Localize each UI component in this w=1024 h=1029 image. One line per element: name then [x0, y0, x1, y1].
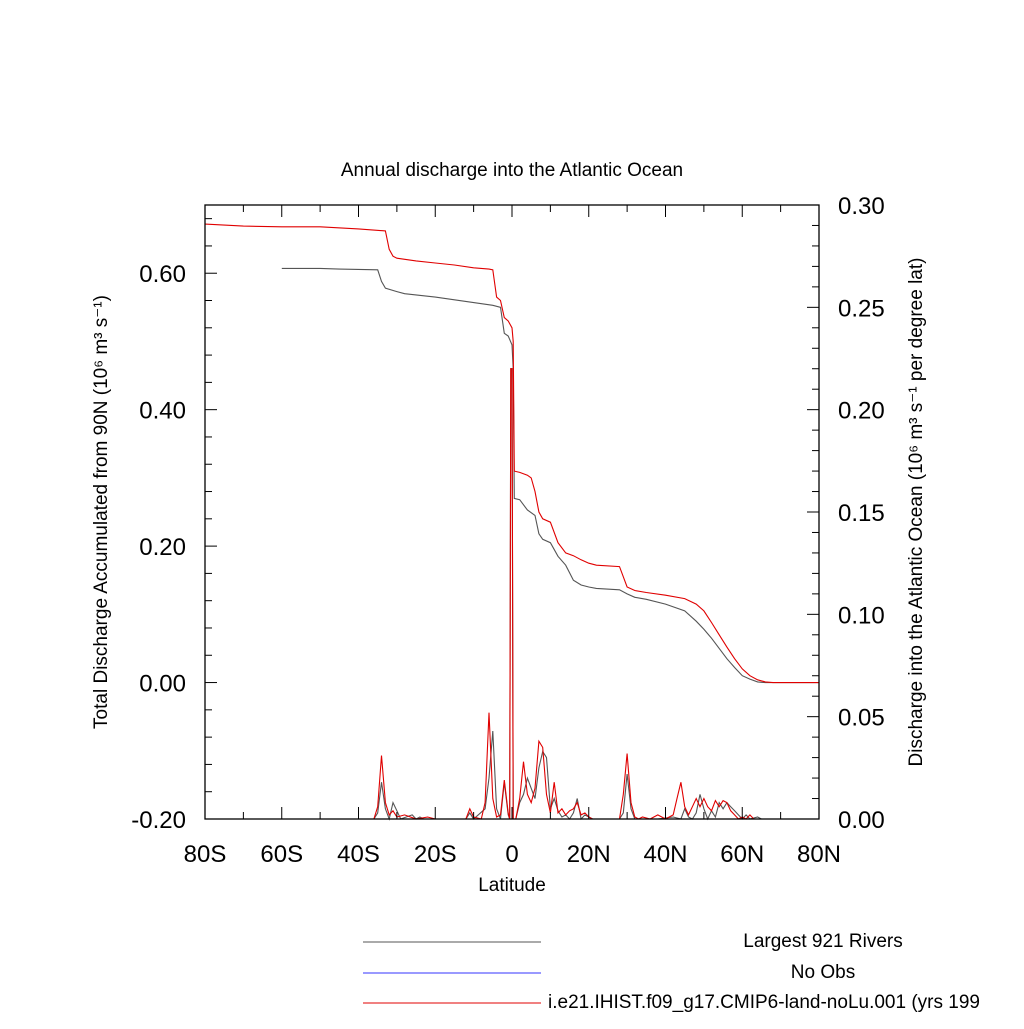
y-axis-right-title: Discharge into the Atlantic Ocean (10⁶ m… [906, 258, 927, 767]
y-right-tick-label: 0.20 [838, 398, 885, 425]
series-line-2-left [204, 223, 819, 684]
x-tick-label: 60S [260, 841, 303, 868]
y-left-tick-label: 0.20 [139, 534, 186, 561]
y-right-tick-label: 0.25 [838, 295, 885, 322]
x-tick-label: 60N [720, 841, 764, 868]
legend-label: No Obs [791, 962, 855, 983]
axis-tick-labels: 80S 60S 40S 20S 0 20N 40N 60N 80N -0.20 0.00 0.20 0.… [131, 193, 884, 868]
axis-ticks [204, 204, 820, 820]
legend: Largest 921 Rivers No Obs i.e21.IHIST.f09_… [363, 931, 980, 1013]
chart-title: Annual discharge into the Atlantic Ocean [341, 160, 683, 181]
x-tick-label: 0 [505, 841, 518, 868]
y-left-tick-label: 0.60 [139, 261, 186, 288]
legend-label: i.e21.IHIST.f09_g17.CMIP6-land-noLu.001 … [548, 992, 980, 1013]
y-right-tick-label: 0.30 [838, 193, 885, 220]
y-left-tick-label: 0.40 [139, 398, 186, 425]
x-tick-label: 40S [337, 841, 380, 868]
x-tick-label: 80N [797, 841, 841, 868]
x-tick-label: 20S [414, 841, 457, 868]
legend-label: Largest 921 Rivers [743, 931, 902, 952]
x-axis-title: Latitude [478, 875, 546, 896]
y-right-tick-label: 0.15 [838, 500, 885, 527]
y-left-tick-label: 0.00 [139, 671, 186, 698]
x-tick-label: 20N [567, 841, 611, 868]
x-tick-label: 40N [643, 841, 687, 868]
series-line-4-right [205, 368, 819, 820]
plot-lines [204, 223, 819, 821]
x-tick-label: 80S [184, 841, 227, 868]
y-right-tick-label: 0.00 [838, 807, 885, 834]
y-right-tick-label: 0.05 [838, 705, 885, 732]
series-line-0-left [281, 267, 819, 684]
y-left-tick-label: -0.20 [131, 807, 186, 834]
y-axis-left-title: Total Discharge Accumulated from 90N (10… [91, 295, 112, 729]
y-right-tick-label: 0.10 [838, 602, 885, 629]
